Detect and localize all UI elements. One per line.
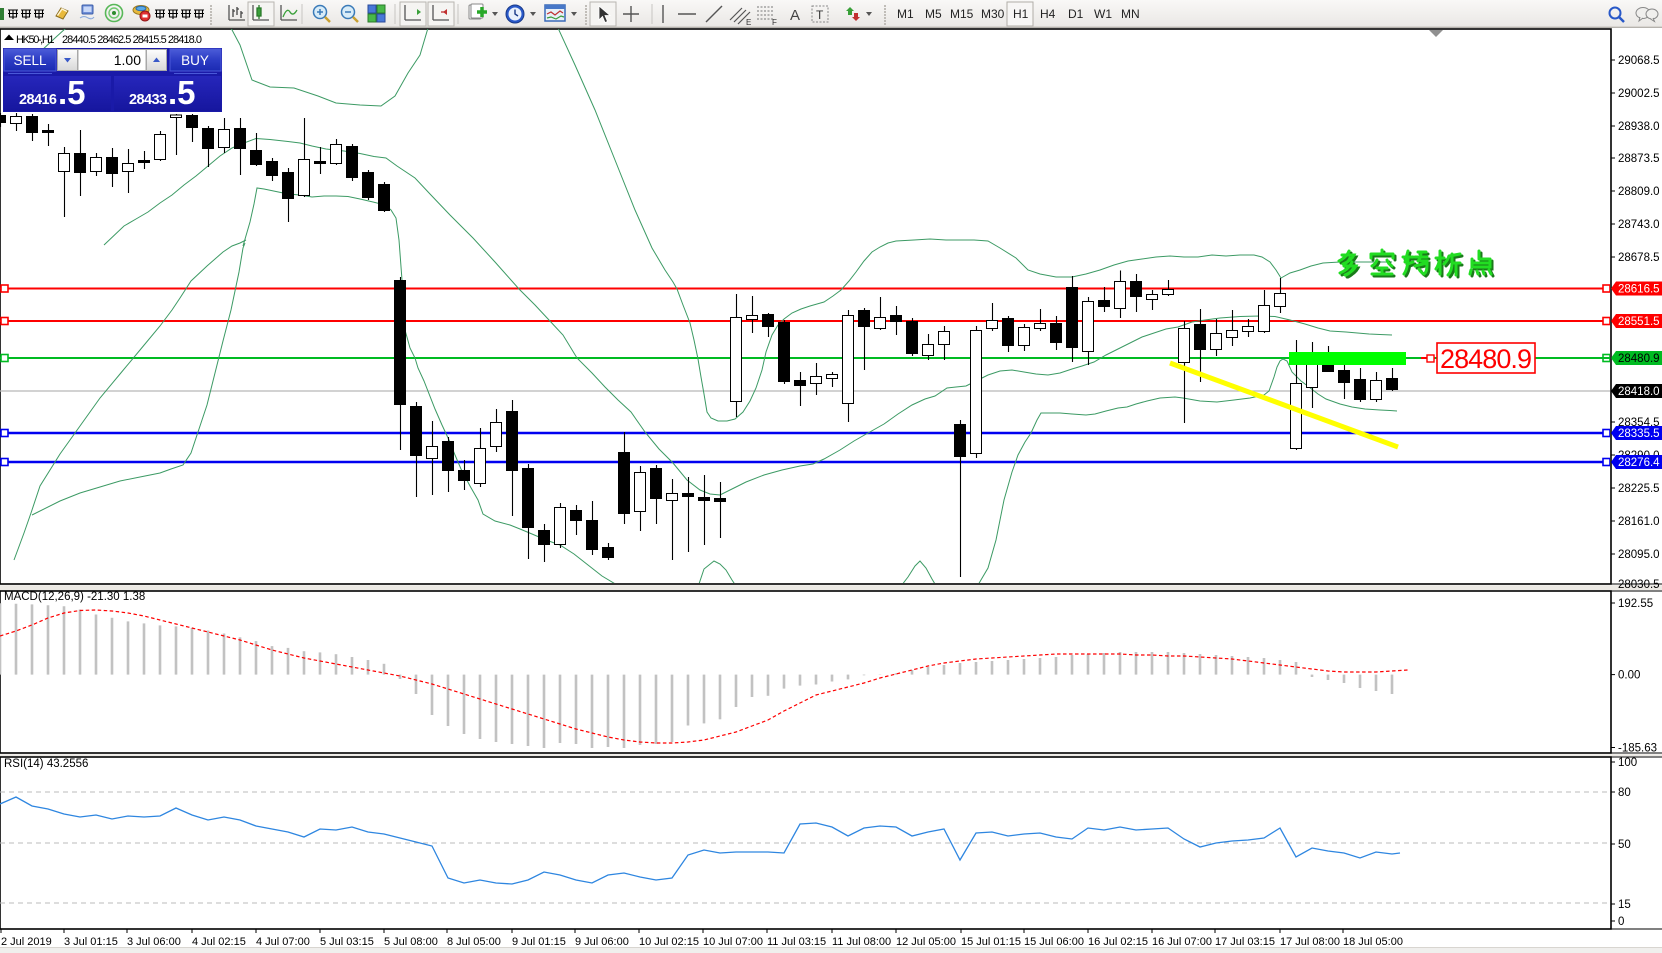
svg-text:10 Jul 02:15: 10 Jul 02:15 [639, 936, 699, 948]
svg-text:29068.5: 29068.5 [1618, 55, 1660, 67]
svg-text:.5: .5 [58, 74, 86, 111]
svg-text:D1: D1 [1068, 7, 1084, 21]
svg-text:28480.9: 28480.9 [1440, 344, 1532, 374]
svg-text:11 Jul 08:00: 11 Jul 08:00 [832, 936, 891, 948]
svg-text:28416: 28416 [19, 92, 57, 108]
svg-text:18 Jul 05:00: 18 Jul 05:00 [1343, 936, 1403, 948]
svg-text:M5: M5 [925, 7, 942, 21]
svg-text:17 Jul 03:15: 17 Jul 03:15 [1215, 936, 1275, 948]
svg-text:SELL: SELL [13, 53, 47, 68]
svg-text:100: 100 [1618, 757, 1637, 769]
svg-text:MN: MN [1121, 7, 1140, 21]
svg-text:.5: .5 [168, 74, 196, 111]
svg-text:28225.5: 28225.5 [1618, 483, 1660, 495]
svg-text:A: A [790, 7, 800, 24]
svg-text:28938.0: 28938.0 [1618, 121, 1660, 133]
svg-text:16 Jul 07:00: 16 Jul 07:00 [1152, 936, 1212, 948]
svg-text:M15: M15 [950, 7, 974, 21]
svg-text:T: T [816, 8, 824, 22]
svg-text:28616.5: 28616.5 [1618, 284, 1660, 296]
svg-text:28418.0: 28418.0 [1618, 386, 1660, 398]
svg-text:28095.0: 28095.0 [1618, 549, 1660, 561]
svg-text:5 Jul 03:15: 5 Jul 03:15 [320, 936, 374, 948]
svg-text:1.00: 1.00 [114, 52, 141, 68]
svg-text:28276.4: 28276.4 [1618, 457, 1660, 469]
svg-text:4 Jul 02:15: 4 Jul 02:15 [192, 936, 246, 948]
svg-text:E: E [746, 18, 751, 27]
svg-text:W1: W1 [1094, 7, 1112, 21]
svg-text:9 Jul 01:15: 9 Jul 01:15 [512, 936, 566, 948]
svg-text:15: 15 [1618, 899, 1631, 911]
svg-text:8 Jul 05:00: 8 Jul 05:00 [447, 936, 501, 948]
svg-text:9 Jul 06:00: 9 Jul 06:00 [575, 936, 629, 948]
svg-text:28335.5: 28335.5 [1618, 428, 1660, 440]
svg-text:F: F [772, 18, 777, 27]
svg-text:RSI(14) 43.2556: RSI(14) 43.2556 [4, 758, 88, 770]
svg-text:50: 50 [1618, 839, 1631, 851]
svg-text:28433: 28433 [129, 92, 167, 108]
svg-text:5 Jul 08:00: 5 Jul 08:00 [384, 936, 438, 948]
svg-text:28480.9: 28480.9 [1618, 353, 1660, 365]
svg-text:3 Jul 06:00: 3 Jul 06:00 [127, 936, 181, 948]
svg-text:11 Jul 03:15: 11 Jul 03:15 [767, 936, 826, 948]
svg-text:3 Jul 01:15: 3 Jul 01:15 [64, 936, 118, 948]
svg-text:28551.5: 28551.5 [1618, 316, 1660, 328]
svg-text:H4: H4 [1040, 7, 1056, 21]
svg-text:2 Jul 2019: 2 Jul 2019 [1, 936, 52, 948]
svg-text:28873.5: 28873.5 [1618, 153, 1660, 165]
svg-text:29002.5: 29002.5 [1618, 88, 1660, 100]
svg-text:28809.0: 28809.0 [1618, 186, 1660, 198]
svg-text:192.55: 192.55 [1618, 598, 1653, 610]
svg-text:15 Jul 06:00: 15 Jul 06:00 [1024, 936, 1084, 948]
svg-text:12 Jul 05:00: 12 Jul 05:00 [896, 936, 956, 948]
svg-text:M30: M30 [981, 7, 1005, 21]
svg-text:16 Jul 02:15: 16 Jul 02:15 [1088, 936, 1148, 948]
svg-text:15 Jul 01:15: 15 Jul 01:15 [961, 936, 1021, 948]
svg-text:HK50-,H1: HK50-,H1 [16, 34, 55, 46]
svg-text:28743.0: 28743.0 [1618, 219, 1660, 231]
svg-text:28678.5: 28678.5 [1618, 252, 1660, 264]
svg-text:10 Jul 07:00: 10 Jul 07:00 [703, 936, 763, 948]
svg-text:MACD(12,26,9) -21.30 1.38: MACD(12,26,9) -21.30 1.38 [4, 591, 145, 603]
svg-text:0: 0 [1618, 916, 1624, 928]
svg-text:17 Jul 08:00: 17 Jul 08:00 [1280, 936, 1340, 948]
svg-text:28161.0: 28161.0 [1618, 516, 1660, 528]
svg-text:28030.5: 28030.5 [1618, 579, 1660, 591]
svg-text:4 Jul 07:00: 4 Jul 07:00 [256, 936, 310, 948]
svg-text:0.00: 0.00 [1618, 670, 1640, 682]
svg-text:BUY: BUY [181, 53, 209, 68]
svg-text:M1: M1 [897, 7, 914, 21]
svg-text:-185.63: -185.63 [1618, 743, 1657, 755]
svg-text:80: 80 [1618, 787, 1631, 799]
svg-text:H1: H1 [1013, 7, 1029, 21]
svg-text:28440.5 28462.5 28415.5 28418.: 28440.5 28462.5 28415.5 28418.0 [62, 34, 202, 46]
